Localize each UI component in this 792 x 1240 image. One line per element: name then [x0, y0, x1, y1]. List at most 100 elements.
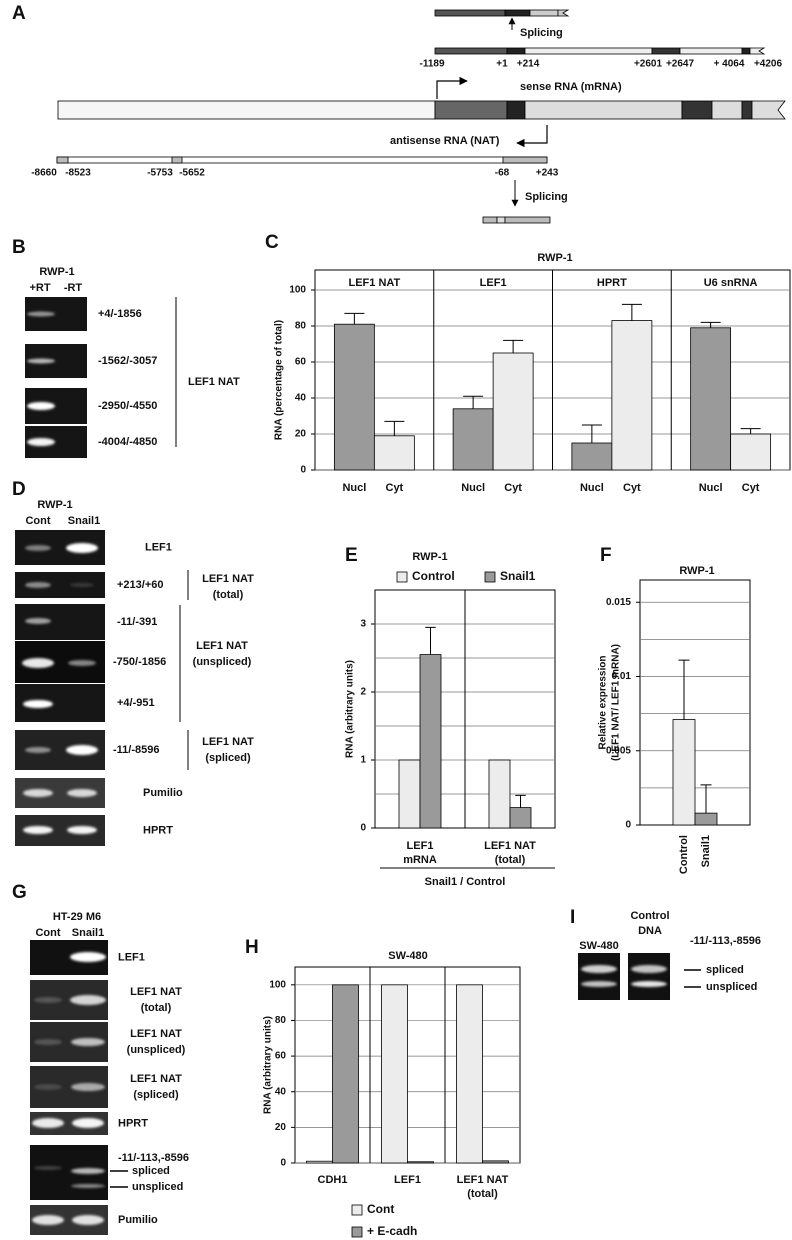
coordinate: -1189 — [419, 59, 444, 70]
bar — [672, 719, 696, 826]
coordinate: +2601 — [634, 59, 663, 70]
gel-band — [25, 545, 51, 551]
gel — [578, 953, 620, 1000]
segment — [651, 47, 681, 55]
row-label: +213/+60 — [117, 579, 164, 591]
y-tick-label: 0.005 — [606, 745, 631, 756]
coordinate: -68 — [495, 168, 510, 179]
row-label: -11/-8596 — [113, 744, 159, 756]
panel-letter: G — [12, 882, 27, 903]
error-bar — [384, 420, 405, 436]
bar — [333, 323, 375, 471]
coordinate: -5652 — [179, 168, 205, 179]
coordinate: -8523 — [65, 168, 91, 179]
primer-label: -11/-113,-8596 — [690, 935, 761, 947]
gel-band — [66, 745, 98, 755]
segment — [56, 156, 69, 164]
gel-band — [34, 1084, 62, 1090]
lane-label: Control — [630, 910, 669, 922]
segment — [434, 47, 508, 55]
segment — [741, 100, 753, 120]
bracket-label: (total) — [213, 589, 244, 601]
band-label: unspliced — [706, 981, 757, 993]
legend-label: + E-cadh — [367, 1224, 417, 1238]
row-label: LEF1 — [145, 541, 172, 553]
coordinate: +243 — [536, 168, 559, 179]
segment — [679, 47, 743, 55]
gel — [30, 1112, 108, 1135]
error-bar — [581, 424, 602, 443]
legend-label: Snail1 — [500, 569, 536, 583]
y-tick-label: 100 — [269, 979, 286, 990]
segment — [749, 47, 766, 55]
segment — [496, 216, 506, 224]
bar — [611, 320, 653, 471]
panel-letter: D — [12, 479, 26, 500]
y-tick-label: 1 — [360, 755, 366, 766]
lane-label: Cont — [35, 927, 60, 939]
y-tick-label: 20 — [295, 429, 307, 440]
y-tick-label: 0 — [280, 1158, 286, 1169]
bar — [419, 654, 442, 829]
gel-band — [70, 583, 94, 587]
error-bar — [678, 659, 690, 720]
lane-label: Cont — [25, 515, 50, 527]
panel-letter: I — [570, 907, 575, 928]
lane-label: Snail1 — [72, 927, 104, 939]
error-bar — [515, 794, 526, 808]
bracket-label: LEF1 NAT — [202, 573, 254, 585]
y-axis-label: RNA (percentage of total) — [274, 320, 285, 440]
gel-band — [631, 965, 667, 973]
row-label: -11/-391 — [117, 616, 157, 628]
bar — [509, 807, 532, 829]
row-label: LEF1 NAT — [130, 1073, 182, 1085]
gel-band — [72, 1215, 104, 1225]
legend-swatch — [351, 1226, 363, 1238]
gel-band — [23, 826, 53, 834]
coordinate: +1 — [496, 59, 508, 70]
gel-band — [67, 826, 97, 834]
segment — [57, 100, 436, 120]
primer-label: -1562/-3057 — [98, 355, 157, 367]
gel-band — [25, 582, 51, 588]
segment — [171, 156, 183, 164]
y-axis-label: RNA (arbitrary units) — [263, 1016, 274, 1114]
x-tick-label: Nucl — [580, 482, 604, 494]
row-label: (unspliced) — [127, 1044, 186, 1056]
y-tick-label: 3 — [360, 619, 366, 630]
y-tick-label: 20 — [275, 1122, 287, 1133]
row-label: (total) — [141, 1002, 172, 1014]
gel-band — [71, 1184, 105, 1188]
gel-band — [23, 789, 53, 797]
y-tick-label: 60 — [275, 1051, 287, 1062]
segment — [504, 216, 551, 224]
gel-band — [34, 997, 62, 1003]
row-label: Pumilio — [118, 1214, 158, 1226]
primer-label: +4/-1856 — [98, 308, 142, 320]
gel-band — [581, 965, 617, 973]
gel-band — [32, 1118, 64, 1128]
cell-line: RWP-1 — [39, 266, 74, 278]
x-tick-label: Snail1 — [700, 835, 712, 867]
lane-label: -RT — [64, 282, 83, 294]
bracket-label: LEF1 NAT — [196, 640, 248, 652]
bar — [407, 1161, 434, 1164]
segment — [711, 100, 743, 120]
error-bar — [503, 339, 524, 353]
panel-letter: H — [245, 937, 259, 958]
gel-band — [66, 543, 98, 553]
legend-swatch — [484, 571, 496, 583]
y-tick-label: 0.015 — [606, 597, 631, 608]
gel-band — [71, 1083, 105, 1091]
segment — [741, 47, 751, 55]
error-bar — [740, 428, 761, 434]
y-tick-label: 100 — [289, 285, 306, 296]
bar — [492, 352, 534, 471]
annotation: Splicing — [525, 191, 568, 203]
panel-letter: C — [265, 232, 279, 253]
row-label: LEF1 — [118, 951, 145, 963]
y-tick-label: 80 — [275, 1015, 287, 1026]
gel-band — [67, 789, 97, 797]
gel-band — [71, 1168, 105, 1174]
error-bar — [700, 321, 721, 328]
